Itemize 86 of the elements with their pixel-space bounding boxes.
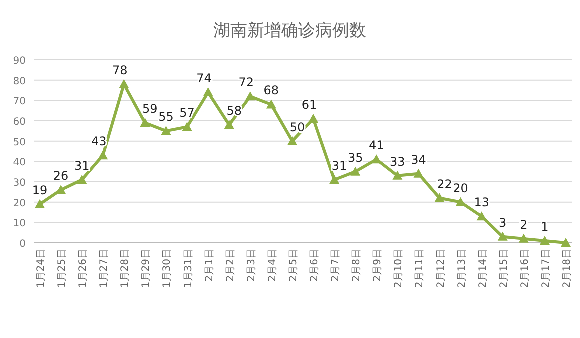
x-tick-label: 2月11日 [414,249,426,288]
data-label: 50 [290,120,306,134]
data-label: 59 [142,102,158,116]
y-tick-label: 30 [13,178,26,189]
data-label: 74 [196,72,212,86]
data-label: 61 [302,98,318,112]
y-tick-label: 10 [13,218,26,230]
data-label: 1 [541,220,549,234]
point [56,185,66,194]
y-tick-label: 60 [13,117,26,128]
data-label: 31 [74,158,90,173]
data-label: 33 [390,154,406,169]
point [518,234,529,243]
point [456,197,466,206]
point [245,92,256,101]
point [498,232,508,241]
x-tick-label: 2月5日 [288,249,300,282]
point [140,118,150,128]
point [203,88,214,97]
chart-title: 湖南新增确诊病例数 [214,21,366,41]
point [161,126,172,136]
data-label: 72 [238,76,254,90]
point [308,114,319,123]
point [35,199,45,208]
x-tick-label: 2月14日 [478,249,489,288]
x-tick-label: 1月27日 [99,249,110,288]
x-tick-label: 1月29日 [141,249,152,288]
point [350,166,361,176]
y-tick-label: 40 [13,158,26,169]
data-label: 43 [91,134,107,149]
data-label: 78 [112,63,128,78]
point [119,79,130,88]
point [392,170,403,180]
x-tick-label: 2月6日 [310,249,321,282]
data-label: 34 [411,152,426,167]
point [434,193,445,202]
point [266,100,276,109]
x-tick-label: 2月9日 [372,249,384,282]
x-tick-label: 2月13日 [456,249,468,288]
point [182,122,192,132]
y-tick-label: 80 [13,76,26,88]
data-label: 31 [332,158,348,173]
x-tick-label: 2月1日 [204,249,216,282]
x-tick-label: 1月31日 [183,249,194,288]
data-label: 19 [32,183,48,198]
x-tick-label: 2月7日 [330,249,342,282]
x-tick-label: 2月16日 [520,249,531,288]
point [287,136,298,146]
y-tick-label: 70 [13,96,26,108]
x-tick-label: 2月8日 [352,249,363,282]
point [98,150,108,160]
y-tick-label: 90 [13,56,26,67]
x-tick-label: 2月12日 [436,249,447,288]
x-tick-label: 1月25日 [57,249,68,288]
x-tick-label: 2月17日 [540,249,552,288]
x-tick-label: 2月3日 [246,249,258,282]
point [540,236,550,245]
x-tick-label: 2月10日 [394,249,405,288]
data-label: 22 [437,177,452,192]
data-label: 68 [264,84,280,98]
point [224,120,234,130]
x-tick-label: 1月30日 [162,249,174,288]
data-label: 35 [348,150,364,165]
data-label: 57 [180,106,195,120]
data-label: 26 [53,169,69,184]
x-tick-label: 2月18日 [562,249,573,288]
x-tick-label: 2月4日 [267,249,278,282]
x-tick-label: 2月15日 [498,249,510,288]
point [561,238,571,247]
data-label: 20 [453,181,468,196]
point [77,174,88,184]
x-tick-label: 2月2日 [225,249,236,282]
point [330,174,340,184]
y-tick-label: 50 [13,137,26,148]
y-tick-label: 0 [20,239,26,250]
point [476,212,487,221]
data-label: 41 [369,138,384,153]
data-label: 2 [520,218,528,232]
point [414,168,424,178]
data-label: 13 [474,196,490,210]
x-tick-label: 1月28日 [120,249,132,288]
data-label: 3 [499,216,507,230]
x-tick-label: 1月26日 [78,249,90,288]
y-tick-label: 20 [13,198,26,210]
data-label: 55 [158,110,174,124]
x-tick-label: 1月24日 [36,249,47,288]
